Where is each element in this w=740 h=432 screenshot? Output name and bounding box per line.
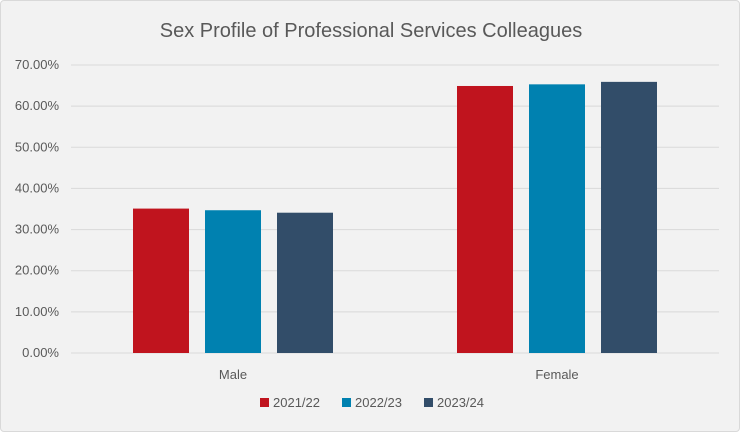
legend-item: 2022/23	[342, 395, 402, 410]
legend-label: 2023/24	[437, 395, 484, 410]
y-tick-label: 0.00%	[22, 345, 59, 360]
legend-item: 2021/22	[260, 395, 320, 410]
x-tick-label: Male	[219, 367, 247, 382]
legend-item: 2023/24	[424, 395, 484, 410]
bars	[133, 81, 657, 354]
y-tick-label: 50.00%	[15, 139, 60, 154]
x-axis-tick-labels: Male Female	[219, 367, 579, 382]
y-tick-label: 40.00%	[15, 180, 60, 195]
legend-label: 2021/22	[273, 395, 320, 410]
y-tick-label: 70.00%	[15, 57, 60, 72]
legend: 2021/22 2022/23 2023/24	[260, 395, 484, 410]
chart-title: Sex Profile of Professional Services Col…	[160, 20, 582, 42]
y-tick-label: 20.00%	[15, 263, 60, 278]
legend-label: 2022/23	[355, 395, 402, 410]
bar-male-2023-24	[277, 212, 333, 353]
legend-swatch	[260, 398, 269, 407]
bar-female-2021-22	[457, 85, 513, 354]
legend-swatch	[424, 398, 433, 407]
y-tick-label: 30.00%	[15, 222, 60, 237]
legend-swatch	[342, 398, 351, 407]
bar-male-2022-23	[205, 210, 261, 353]
x-tick-label: Female	[535, 367, 578, 382]
y-tick-label: 10.00%	[15, 304, 60, 319]
bar-female-2023-24	[601, 81, 657, 354]
bar-female-2022-23	[529, 84, 585, 353]
bar-male-2021-22	[133, 208, 189, 353]
y-tick-label: 60.00%	[15, 98, 60, 113]
y-axis-tick-labels: 0.00% 10.00% 20.00% 30.00% 40.00% 50.00% 60.00…	[15, 57, 60, 360]
